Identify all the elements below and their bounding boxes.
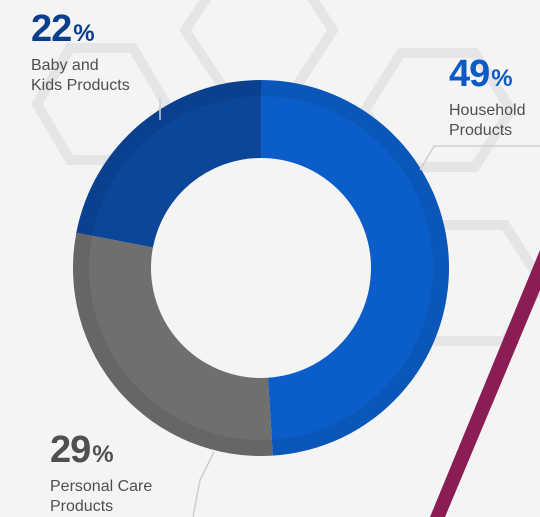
percent-value: 29 bbox=[50, 429, 91, 471]
percent-household: 49% bbox=[449, 55, 526, 93]
percent-baby-kids: 22% bbox=[31, 10, 130, 48]
percent-sign: % bbox=[73, 20, 94, 47]
donut-slice-baby-and-kids-products bbox=[76, 80, 262, 248]
donut-slice-household-products bbox=[261, 80, 449, 456]
donut-slice-shade bbox=[76, 80, 262, 236]
label-text: Personal Care Products bbox=[50, 478, 153, 515]
percent-value: 49 bbox=[449, 53, 490, 95]
percent-value: 22 bbox=[31, 8, 72, 50]
hexagon-shape bbox=[31, 43, 172, 165]
percent-sign: % bbox=[491, 65, 512, 92]
donut-slice-shade bbox=[73, 232, 273, 456]
leader-line-personal bbox=[192, 451, 215, 517]
accent-stripe bbox=[430, 250, 540, 517]
leader-line-household bbox=[419, 145, 540, 171]
donut-slice-shade bbox=[260, 80, 449, 456]
percent-personal-care: 29% bbox=[50, 431, 152, 469]
label-text: Household Products bbox=[449, 102, 526, 139]
label-text: Baby and Kids Products bbox=[31, 57, 130, 94]
label-personal-care: 29% Personal Care Products bbox=[50, 431, 152, 517]
donut-slice-personal-care-products bbox=[73, 232, 273, 456]
label-baby-kids: 22% Baby and Kids Products bbox=[31, 10, 130, 96]
percent-sign: % bbox=[92, 441, 113, 468]
label-household: 49% Household Products bbox=[449, 55, 526, 141]
